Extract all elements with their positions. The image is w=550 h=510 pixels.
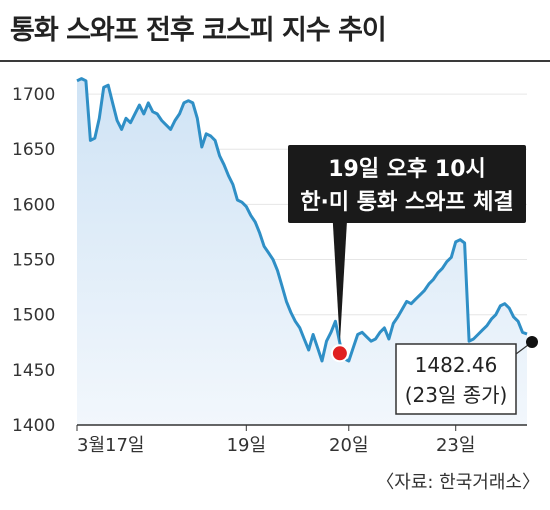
x-axis-ticks: 3월17일 19일 20일 23일 xyxy=(76,425,475,456)
y-tick-label: 1550 xyxy=(12,251,55,271)
swap-event-marker xyxy=(330,344,349,363)
source-note: 〈자료: 한국거래소〉 xyxy=(376,472,540,493)
x-tick-label: 23일 xyxy=(436,435,475,456)
kospi-area-fill xyxy=(77,78,527,425)
y-tick-label: 1700 xyxy=(12,85,55,105)
callout-box xyxy=(288,145,526,223)
close-point-marker xyxy=(526,336,538,349)
kospi-series-line xyxy=(76,77,528,363)
y-tick-label: 1650 xyxy=(12,140,55,160)
close-value: 1482.46 xyxy=(415,353,498,377)
y-tick-label: 1450 xyxy=(12,361,55,381)
x-tick-label: 19일 xyxy=(227,435,266,456)
callout-line-2: 한·미 통화 스와프 체결 xyxy=(300,190,514,215)
y-tick-label: 1600 xyxy=(12,195,55,215)
x-tick-label: 3월17일 xyxy=(77,435,144,456)
y-axis-ticks: 1400 1450 1500 1550 1600 1650 1700 xyxy=(12,85,55,436)
swap-callout: 19일 오후 10시 한·미 통화 스와프 체결 xyxy=(288,145,526,344)
x-tick-label: 20일 xyxy=(329,435,368,456)
title-divider xyxy=(0,60,550,62)
y-tick-label: 1400 xyxy=(12,416,55,436)
callout-line-1: 19일 오후 10시 xyxy=(328,157,486,182)
close-value-caption: (23일 종가) xyxy=(405,383,508,407)
chart-title: 통화 스와프 전후 코스피 지수 추이 xyxy=(10,15,387,46)
close-value-box xyxy=(395,343,517,415)
y-tick-label: 1500 xyxy=(12,306,55,326)
callout-pointer xyxy=(332,223,347,344)
close-value-label: 1482.46 (23일 종가) xyxy=(395,343,517,415)
